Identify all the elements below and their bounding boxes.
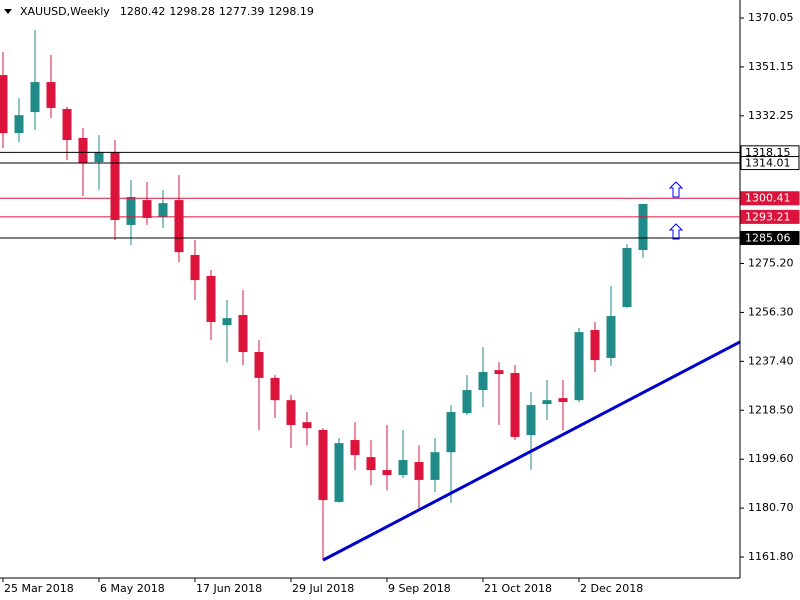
- level-label-box: [740, 209, 800, 224]
- candle-body: [622, 247, 632, 307]
- level-label-box: [740, 191, 800, 206]
- candle-body: [142, 200, 152, 218]
- candle-body: [270, 377, 280, 401]
- candle-body: [286, 400, 296, 426]
- menu-triangle[interactable]: [4, 9, 12, 14]
- header-value: 1280.42: [120, 5, 166, 18]
- plot-area: [0, 30, 741, 562]
- candle-body: [78, 137, 88, 164]
- y-tick-label: 1332.25: [748, 109, 794, 122]
- candle-body: [30, 82, 40, 113]
- candle-body: [206, 275, 216, 323]
- y-tick-label: 1370.05: [748, 11, 794, 24]
- candle-body: [0, 75, 8, 134]
- candle-body: [606, 316, 616, 358]
- candle-body: [46, 82, 56, 108]
- candle-body: [174, 200, 184, 253]
- y-tick-label: 1180.70: [748, 501, 794, 514]
- candle-body: [382, 470, 392, 475]
- level-label-box: [740, 156, 800, 171]
- candle-body: [14, 115, 24, 134]
- candle-body: [542, 400, 552, 405]
- candle-body: [558, 398, 568, 402]
- y-tick-label: 1351.15: [748, 60, 794, 73]
- x-tick-label: 25 Mar 2018: [4, 582, 74, 595]
- candle-body: [430, 452, 440, 480]
- candle-body: [574, 332, 584, 401]
- candle-body: [318, 429, 328, 501]
- y-tick-label: 1199.60: [748, 452, 794, 465]
- candle-body: [366, 457, 376, 471]
- candle-body: [94, 151, 104, 163]
- y-tick-label: 1161.80: [748, 550, 794, 563]
- candle-body: [638, 203, 648, 250]
- candle-body: [302, 422, 312, 429]
- x-tick-label: 29 Jul 2018: [292, 582, 354, 595]
- level-label: 1300.41: [745, 192, 791, 205]
- level-label: 1318.15: [745, 146, 791, 159]
- header-value: 1298.19: [268, 5, 314, 18]
- candle-body: [350, 440, 360, 456]
- candle-body: [462, 390, 472, 414]
- header-value: 1277.39: [219, 5, 265, 18]
- candle-body: [526, 405, 536, 436]
- candle-body: [238, 315, 248, 353]
- candle-body: [126, 196, 136, 225]
- y-tick-label: 1256.30: [748, 305, 794, 318]
- level-label: 1314.01: [745, 157, 791, 170]
- candle-body: [494, 370, 504, 375]
- x-tick-label: 9 Sep 2018: [388, 582, 451, 595]
- candle-body: [110, 151, 120, 221]
- y-tick-label: 1275.20: [748, 257, 794, 270]
- candle-body: [478, 371, 488, 391]
- candle-body: [510, 372, 520, 437]
- x-tick-label: 2 Dec 2018: [580, 582, 643, 595]
- candle-body: [398, 459, 408, 475]
- candle-body: [222, 318, 232, 326]
- x-tick-label: 21 Oct 2018: [484, 582, 552, 595]
- x-tick-label: 6 May 2018: [100, 582, 165, 595]
- y-tick-label: 1218.50: [748, 403, 794, 416]
- candle-body: [158, 203, 168, 217]
- candle-body: [62, 108, 72, 141]
- header-value: 1298.28: [169, 5, 215, 18]
- candle-body: [414, 462, 424, 480]
- level-label: 1293.21: [745, 210, 791, 223]
- candle-body: [590, 330, 600, 361]
- trendline: [322, 340, 741, 562]
- symbol-label: XAUUSD,Weekly: [20, 5, 110, 18]
- x-tick-label: 17 Jun 2018: [196, 582, 262, 595]
- level-label: 1285.06: [745, 231, 791, 244]
- candle-body: [190, 254, 200, 281]
- level-label-box: [740, 230, 800, 245]
- up-arrow: [668, 181, 684, 198]
- up-arrow: [668, 223, 684, 240]
- candle-body: [254, 352, 264, 378]
- candle-body: [334, 443, 344, 502]
- candle-body: [446, 412, 456, 453]
- y-tick-label: 1237.40: [748, 354, 794, 367]
